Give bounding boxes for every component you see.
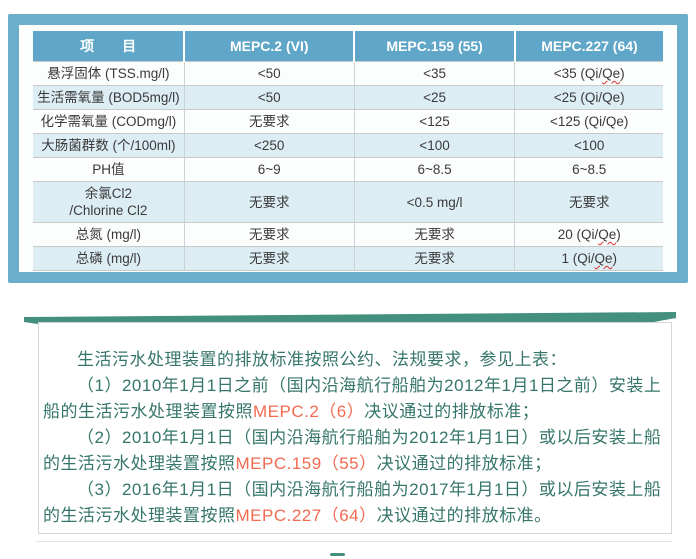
value-cell: 6~8.5 — [353, 157, 515, 182]
row-label-cell: 大肠菌群数 (个/100ml) — [33, 133, 185, 158]
value-cell: <50 — [183, 85, 355, 110]
value-cell: 无要求 — [183, 181, 355, 223]
value-cell: 无要求 — [183, 246, 355, 271]
table-row: PH值 6~9 6~8.5 6~8.5 — [33, 157, 663, 182]
value-cell: 1 (Qi/Qe) — [514, 246, 663, 271]
value-cell: <25 (Qi/Qe) — [514, 85, 663, 110]
value-cell: <35 (Qi/Qe) — [514, 61, 663, 86]
value-cell: <35 — [353, 61, 515, 86]
row-label-cell: 余氯Cl2 /Chlorine Cl2 — [33, 181, 185, 223]
row-label-cell: 悬浮固体 (TSS.mg/l) — [33, 61, 185, 86]
table-row: 生活需氧量 (BOD5mg/l) <50 <25 <25 (Qi/Qe) — [33, 85, 663, 110]
table-row: 总磷 (mg/l) 无要求 无要求 1 (Qi/Qe) — [33, 246, 663, 271]
value-cell: <0.5 mg/l — [353, 181, 515, 223]
standards-table-inner: 项 目 MEPC.2 (VI) MEPC.159 (55) MEPC.227 (… — [19, 25, 677, 272]
note-text: 生活污水处理装置的排放标准按照公约、法规要求，参见上表： — [77, 350, 567, 369]
column-header-mepc159: MEPC.159 (55) — [353, 31, 515, 62]
bottom-divider — [36, 541, 672, 542]
note-paragraph: （3）2016年1月1日（国内沿海航行船舶为2017年1月1日）或以后安装上船的… — [43, 477, 667, 529]
mepc-reference-highlight: MEPC.227（64） — [235, 506, 377, 525]
value-cell: <50 — [183, 61, 355, 86]
value-cell: <100 — [514, 133, 663, 158]
note-text: 决议通过的排放标准； — [376, 454, 552, 473]
row-label-cell: 化学需氧量 (CODmg/l) — [33, 109, 185, 134]
value-cell: 无要求 — [183, 222, 355, 247]
row-label-cell: PH值 — [33, 157, 185, 182]
value-cell: 无要求 — [353, 222, 515, 247]
row-label-cell: 总磷 (mg/l) — [33, 246, 185, 271]
discharge-standards-table: 项 目 MEPC.2 (VI) MEPC.159 (55) MEPC.227 (… — [33, 31, 663, 271]
column-header-mepc2: MEPC.2 (VI) — [183, 31, 355, 62]
value-cell: 无要求 — [183, 109, 355, 134]
table-row: 总氮 (mg/l) 无要求 无要求 20 (Qi/Qe) — [33, 222, 663, 247]
row-label-cell: 生活需氧量 (BOD5mg/l) — [33, 85, 185, 110]
note-paragraph: 生活污水处理装置的排放标准按照公约、法规要求，参见上表： — [43, 347, 667, 373]
value-cell: 6~9 — [183, 157, 355, 182]
table-row: 大肠菌群数 (个/100ml) <250 <100 <100 — [33, 133, 663, 158]
note-paragraph: （1）2010年1月1日之前（国内沿海航行船舶为2012年1月1日之前）安装上船… — [43, 373, 667, 425]
table-header-row: 项 目 MEPC.2 (VI) MEPC.159 (55) MEPC.227 (… — [33, 31, 663, 62]
value-cell: 无要求 — [353, 246, 515, 271]
table-row: 化学需氧量 (CODmg/l) 无要求 <125 <125 (Qi/Qe) — [33, 109, 663, 134]
column-header-mepc227: MEPC.227 (64) — [513, 31, 663, 62]
value-cell: 6~8.5 — [514, 157, 663, 182]
decorative-dash-icon — [330, 553, 345, 556]
mepc-reference-highlight: MEPC.2（6） — [253, 402, 365, 421]
value-cell: <25 — [353, 85, 515, 110]
note-text: （3）2016年1月1日（国内沿海航行船舶为2017年1月1日）或以后安装上船的… — [43, 480, 662, 525]
value-cell: <125 (Qi/Qe) — [514, 109, 663, 134]
notes-box: 生活污水处理装置的排放标准按照公约、法规要求，参见上表： （1）2010年1月1日… — [38, 322, 672, 534]
row-label-cell: 总氮 (mg/l) — [33, 222, 185, 247]
notes: 生活污水处理装置的排放标准按照公约、法规要求，参见上表： （1）2010年1月1日… — [43, 347, 667, 529]
standards-table-card: 项 目 MEPC.2 (VI) MEPC.159 (55) MEPC.227 (… — [8, 14, 688, 283]
value-cell: 20 (Qi/Qe) — [514, 222, 663, 247]
note-paragraph: （2）2010年1月1日（国内沿海航行船舶为2012年1月1日）或以后安装上船的… — [43, 425, 667, 477]
table-row: 余氯Cl2 /Chlorine Cl2 无要求 <0.5 mg/l 无要求 — [33, 181, 663, 223]
note-text: （2）2010年1月1日（国内沿海航行船舶为2012年1月1日）或以后安装上船的… — [43, 428, 662, 473]
mepc-reference-highlight: MEPC.159（55） — [235, 454, 377, 473]
value-cell: 无要求 — [514, 181, 663, 223]
column-header-item: 项 目 — [33, 31, 185, 62]
note-text: 决议通过的排放标准。 — [376, 506, 552, 525]
table-row: 悬浮固体 (TSS.mg/l) <50 <35 <35 (Qi/Qe) — [33, 61, 663, 86]
value-cell: <125 — [353, 109, 515, 134]
note-text: （1）2010年1月1日之前（国内沿海航行船舶为2012年1月1日之前）安装上船… — [43, 376, 662, 421]
value-cell: <250 — [183, 133, 355, 158]
note-text: 决议通过的排放标准； — [364, 402, 540, 421]
value-cell: <100 — [353, 133, 515, 158]
table-body: 悬浮固体 (TSS.mg/l) <50 <35 <35 (Qi/Qe) 生活需氧量 (B… — [33, 61, 663, 271]
